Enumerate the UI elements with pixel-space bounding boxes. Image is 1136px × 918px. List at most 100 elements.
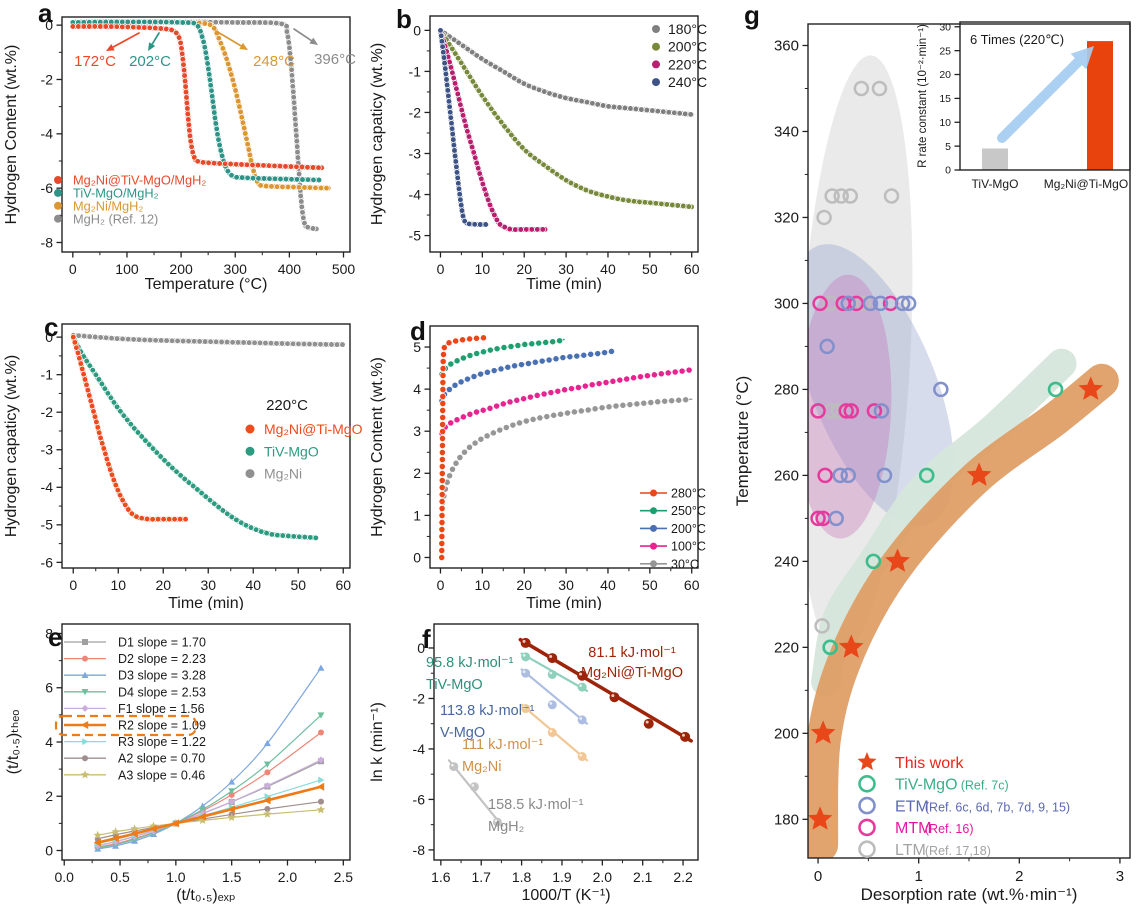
svg-text:10: 10	[475, 577, 491, 593]
svg-text:300: 300	[224, 261, 248, 277]
panel-label-g: g	[744, 0, 760, 30]
svg-text:240: 240	[774, 554, 799, 571]
svg-text:(Ref. 17,18): (Ref. 17,18)	[925, 844, 991, 858]
svg-text:TiV-MgO/MgH₂: TiV-MgO/MgH₂	[73, 186, 159, 201]
svg-text:2.2: 2.2	[673, 869, 693, 885]
svg-text:-2: -2	[413, 690, 426, 706]
svg-text:Time (min): Time (min)	[526, 595, 602, 610]
svg-text:R rate constant (10⁻²·min⁻¹): R rate constant (10⁻²·min⁻¹)	[917, 24, 929, 168]
svg-text:-4: -4	[413, 741, 426, 757]
svg-text:1.5: 1.5	[222, 869, 242, 885]
svg-text:20: 20	[155, 577, 171, 593]
svg-text:280: 280	[774, 382, 799, 399]
svg-text:50: 50	[290, 577, 306, 593]
svg-text:A3 slope = 0.46: A3 slope = 0.46	[118, 768, 205, 782]
svg-text:This work: This work	[895, 755, 964, 772]
svg-text:396°C: 396°C	[314, 51, 356, 68]
svg-text:-8: -8	[41, 234, 54, 250]
svg-text:202°C: 202°C	[129, 53, 171, 70]
svg-text:Mg₂Ni/MgH₂: Mg₂Ni/MgH₂	[73, 198, 143, 213]
panel-label-e: e	[48, 622, 63, 652]
svg-text:Mg₂Ni@TiV-MgO/MgH₂: Mg₂Ni@TiV-MgO/MgH₂	[73, 173, 206, 188]
svg-text:30: 30	[200, 577, 216, 593]
svg-text:300: 300	[774, 296, 799, 313]
svg-text:TiV-MgO: TiV-MgO	[426, 677, 483, 693]
svg-text:-8: -8	[413, 842, 426, 858]
svg-text:-6: -6	[41, 554, 54, 570]
svg-text:1000/T (K⁻¹): 1000/T (K⁻¹)	[521, 887, 610, 904]
svg-text:1.8: 1.8	[512, 869, 532, 885]
svg-text:172°C: 172°C	[74, 53, 116, 70]
svg-text:Mg₂Ni@Ti-MgO: Mg₂Ni@Ti-MgO	[581, 665, 683, 681]
svg-text:-5: -5	[41, 517, 54, 533]
svg-text:-4: -4	[41, 126, 54, 142]
svg-text:100°C: 100°C	[671, 540, 706, 554]
panel-label-f: f	[422, 624, 431, 654]
svg-text:95.8 kJ·mol⁻¹: 95.8 kJ·mol⁻¹	[426, 655, 514, 671]
svg-text:340: 340	[774, 124, 799, 141]
svg-text:Mg₂Ni@Ti-MgO: Mg₂Ni@Ti-MgO	[1044, 177, 1128, 191]
svg-text:Hydrogen capaticy (wt.%): Hydrogen capaticy (wt.%)	[3, 355, 20, 537]
svg-text:60: 60	[684, 261, 700, 277]
svg-text:200°C: 200°C	[671, 522, 706, 536]
svg-text:280°C: 280°C	[671, 487, 706, 501]
svg-text:260: 260	[774, 468, 799, 485]
panel-b-isothermal-desorption-chart: 0 10 20 30 40 50 60 0 -1 -2 -3 -4 -5 Time (min) Hydrog…	[370, 15, 707, 293]
svg-text:-4: -4	[41, 479, 54, 495]
svg-text:D2 slope = 2.23: D2 slope = 2.23	[118, 652, 206, 666]
svg-text:1: 1	[413, 507, 421, 523]
svg-text:-3: -3	[41, 442, 54, 458]
svg-text:6: 6	[45, 680, 53, 696]
svg-text:30: 30	[558, 261, 574, 277]
svg-text:MgH₂ (Ref. 12): MgH₂ (Ref. 12)	[73, 211, 158, 226]
svg-text:180°C: 180°C	[668, 21, 707, 37]
svg-text:2: 2	[1015, 868, 1023, 885]
svg-text:1.6: 1.6	[431, 869, 451, 885]
panel-label-d: d	[410, 316, 426, 346]
svg-text:2: 2	[413, 465, 421, 481]
svg-text:ln k (min⁻¹): ln k (min⁻¹)	[370, 702, 386, 782]
svg-text:ETM: ETM	[895, 798, 929, 815]
svg-text:6 Times (220℃): 6 Times (220℃)	[970, 32, 1064, 47]
svg-text:Desorption rate (wt.%·min⁻¹): Desorption rate (wt.%·min⁻¹)	[861, 885, 1078, 904]
svg-text:180: 180	[774, 812, 799, 829]
svg-text:240°C: 240°C	[668, 74, 707, 90]
svg-text:Hydrogen Content (wt.%): Hydrogen Content (wt.%)	[370, 357, 386, 537]
svg-text:30: 30	[939, 21, 951, 33]
svg-text:20: 20	[516, 261, 532, 277]
svg-text:0: 0	[437, 577, 445, 593]
svg-text:50: 50	[642, 577, 658, 593]
svg-text:Hydrogen Content (wt.%): Hydrogen Content (wt.%)	[3, 45, 20, 225]
svg-text:20: 20	[516, 577, 532, 593]
svg-text:200°C: 200°C	[668, 39, 707, 55]
svg-text:220: 220	[774, 640, 799, 657]
svg-text:100: 100	[115, 261, 139, 277]
svg-text:320: 320	[774, 210, 799, 227]
svg-text:R3 slope = 1.22: R3 slope = 1.22	[118, 735, 206, 749]
panel-g-comparison-scatter-chart: 0 1 2 3180200220240260280300320340360Desorp…	[733, 21, 1131, 904]
svg-text:40: 40	[245, 577, 261, 593]
svg-text:(Ref. 16): (Ref. 16)	[925, 822, 974, 836]
svg-text:0.0: 0.0	[54, 869, 74, 885]
svg-text:-1: -1	[409, 63, 422, 79]
panel-d-absorption-chart: 0 10 20 30 40 50 60 0 1 2 3 4 5 Time (min) Hydrogen Co…	[370, 325, 706, 610]
svg-text:10: 10	[939, 117, 951, 129]
svg-text:50: 50	[642, 261, 658, 277]
svg-text:0.5: 0.5	[110, 869, 130, 885]
svg-text:30: 30	[558, 577, 574, 593]
svg-text:3: 3	[413, 423, 421, 439]
panel-f-arrhenius-chart: 1.6 1.7 1.8 1.9 2.0 2.1 2.2 0 -2 -4 -6 -8 1000/T (K⁻…	[370, 623, 699, 904]
svg-text:10: 10	[110, 577, 126, 593]
svg-text:D3 slope = 3.28: D3 slope = 3.28	[118, 669, 206, 683]
svg-text:5: 5	[413, 339, 421, 355]
svg-text:(t/t₀.₅)ₜₕₑₒ: (t/t₀.₅)ₜₕₑₒ	[5, 710, 22, 775]
svg-text:MgH₂: MgH₂	[488, 819, 524, 835]
svg-text:250°C: 250°C	[671, 504, 706, 518]
svg-text:TiV-MgO: TiV-MgO	[264, 443, 319, 459]
svg-text:500: 500	[332, 261, 356, 277]
svg-text:0: 0	[45, 842, 53, 858]
svg-text:Temperature (°C): Temperature (°C)	[145, 276, 268, 293]
svg-text:40: 40	[600, 577, 616, 593]
svg-text:2.0: 2.0	[278, 869, 298, 885]
svg-text:D1 slope = 1.70: D1 slope = 1.70	[118, 636, 206, 650]
